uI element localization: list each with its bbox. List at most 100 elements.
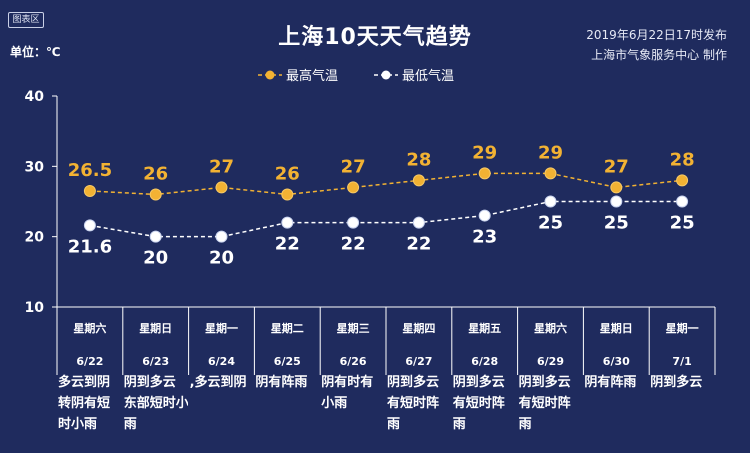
high-temp-point	[610, 181, 623, 194]
date-label: 6/22	[76, 355, 103, 368]
weekday-label: 星期二	[271, 321, 304, 335]
low-temp-label: 22	[341, 234, 366, 255]
weather-desc: 阴有阵雨	[255, 372, 319, 393]
low-temp-label: 22	[275, 234, 300, 255]
unit-label: 单位：℃	[10, 45, 61, 59]
weekday-label: 星期日	[139, 321, 172, 335]
weather-desc-line: 阴到多云	[650, 375, 703, 390]
high-temp-label: 29	[472, 142, 497, 163]
low-temp-point	[83, 219, 96, 232]
weather-desc-line: 阴到多云	[452, 375, 505, 390]
weather-desc-line: 有短时阵	[387, 396, 440, 411]
high-temp-point	[149, 188, 162, 201]
date-label: 7/1	[672, 355, 691, 368]
weather-desc-line: ,多云到阴	[189, 375, 247, 390]
low-temp-point	[215, 230, 228, 243]
weather-desc-line: 雨	[452, 417, 466, 432]
weather-desc-line: 转阴有短	[58, 396, 111, 411]
low-temp-label: 25	[604, 213, 629, 234]
date-label: 6/27	[405, 355, 432, 368]
weather-desc-line: 时小雨	[58, 417, 98, 432]
weather-desc: 阴到多云东部短时小雨	[124, 372, 188, 435]
weather-desc: 阴有时有 小雨	[321, 372, 385, 414]
issuer-label: 上海市气象服务中心 制作	[591, 48, 727, 62]
weekday-label: 星期五	[468, 321, 501, 335]
weather-desc-line: 雨	[123, 417, 137, 432]
weekday-label: 星期六	[73, 321, 106, 335]
weather-desc-line: 阴到多云	[123, 375, 176, 390]
low-temp-label: 20	[143, 248, 168, 269]
weather-desc: 阴到多云 有短时阵雨	[453, 372, 517, 435]
low-temp-label: 22	[406, 234, 431, 255]
weather-desc-line: 阴到多云	[518, 375, 571, 390]
weather-desc: ,多云到阴	[190, 372, 254, 393]
weather-desc-line: 阴有阵雨	[584, 375, 637, 390]
low-temp-label: 23	[472, 227, 497, 248]
weekday-label: 星期日	[600, 321, 633, 335]
weather-desc: 阴到多云 有短时阵雨	[387, 372, 451, 435]
chart-area-badge: 图表区	[8, 12, 44, 28]
high-temp-label: 27	[341, 156, 366, 177]
date-label: 6/29	[537, 355, 564, 368]
low-temp-point	[347, 216, 360, 229]
weather-desc-line: 多云到阴	[58, 375, 111, 390]
high-temp-point	[347, 181, 360, 194]
high-temp-label: 27	[209, 156, 234, 177]
high-temp-point	[676, 174, 689, 187]
low-temp-label: 25	[670, 213, 695, 234]
weather-desc-line: 东部短时小	[123, 396, 188, 411]
high-temp-point	[281, 188, 294, 201]
low-temp-point	[610, 195, 623, 208]
low-temp-label: 20	[209, 248, 234, 269]
legend-label: 最高气温	[286, 68, 338, 84]
y-tick-label: 10	[25, 300, 45, 316]
publish-time: 2019年6月22日17时发布	[586, 28, 727, 42]
weather-desc: 阴有阵雨	[584, 372, 648, 393]
low-temp-point	[149, 230, 162, 243]
date-label: 6/26	[340, 355, 367, 368]
high-temp-point	[83, 184, 96, 197]
weekday-label: 星期一	[205, 321, 238, 335]
high-temp-label: 26	[275, 163, 300, 184]
low-temp-line	[89, 200, 683, 238]
weekday-label: 星期三	[337, 321, 370, 335]
low-temp-point	[412, 216, 425, 229]
weather-desc: 阴到多云 有短时阵雨	[519, 372, 583, 435]
legend-swatch-marker	[381, 70, 391, 80]
low-temp-label: 21.6	[68, 236, 112, 257]
weekday-label: 星期四	[402, 321, 435, 335]
y-tick-label: 40	[25, 89, 45, 105]
date-label: 6/30	[603, 355, 630, 368]
weather-desc-line: 阴有阵雨	[255, 375, 308, 390]
weather-desc-line: 小雨	[321, 396, 348, 411]
date-label: 6/23	[142, 355, 169, 368]
weather-desc-line: 阴到多云	[387, 375, 440, 390]
date-label: 6/28	[471, 355, 498, 368]
low-temp-point	[544, 195, 557, 208]
high-temp-point	[215, 181, 228, 194]
legend-label: 最低气温	[402, 68, 454, 84]
legend-swatch-marker	[265, 70, 275, 80]
weather-desc-line: 雨	[387, 417, 401, 432]
high-temp-label: 28	[670, 149, 695, 170]
low-temp-label: 25	[538, 213, 563, 234]
weekday-label: 星期六	[534, 321, 567, 335]
weather-desc-line: 有短时阵	[452, 396, 505, 411]
high-temp-label: 28	[406, 149, 431, 170]
high-temp-label: 26.5	[68, 160, 112, 181]
y-tick-label: 20	[25, 230, 45, 246]
high-temp-label: 26	[143, 163, 168, 184]
high-temp-point	[412, 174, 425, 187]
weather-desc-line: 阴有时有	[321, 375, 374, 390]
high-temp-label: 29	[538, 142, 563, 163]
high-temp-line	[89, 172, 683, 196]
page-title: 上海10天天气趋势	[278, 25, 472, 50]
high-temp-point	[478, 167, 491, 180]
low-temp-point	[281, 216, 294, 229]
weather-desc-line: 雨	[518, 417, 532, 432]
date-label: 6/25	[274, 355, 301, 368]
low-temp-point	[676, 195, 689, 208]
low-temp-point	[478, 209, 491, 222]
weekday-label: 星期一	[666, 321, 699, 335]
